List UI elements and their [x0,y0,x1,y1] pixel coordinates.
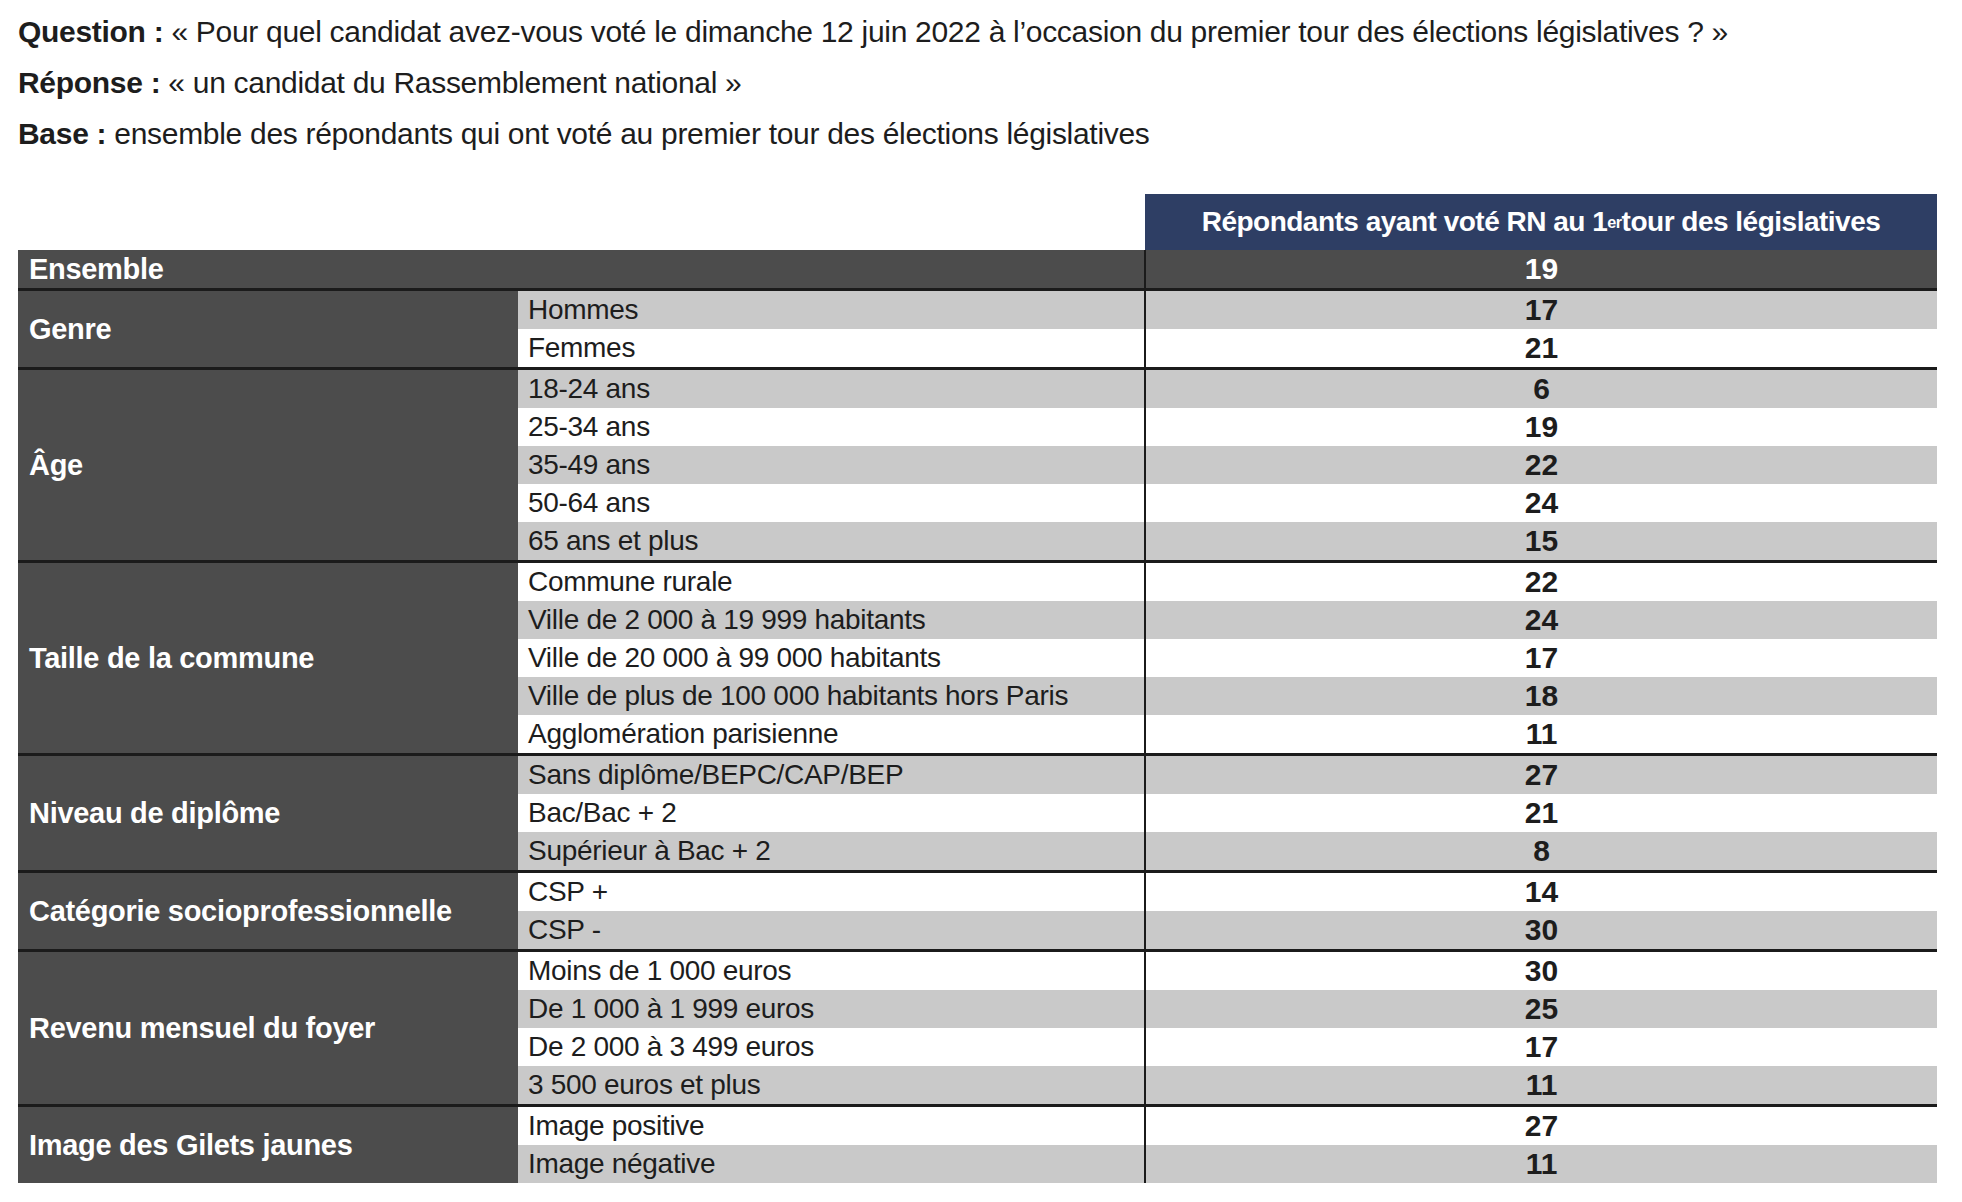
subcategory-cell: 65 ans et plus [518,522,1145,562]
value-cell: 15 [1145,522,1937,562]
subcategory-cell: Sans diplôme/BEPC/CAP/BEP [518,755,1145,795]
value-header-text-pre: Répondants ayant voté RN au 1 [1202,206,1608,238]
value-cell: 11 [1145,1066,1937,1106]
value-cell: 25 [1145,990,1937,1028]
category-cell: Niveau de diplôme [18,755,518,872]
question-line: Question : « Pour quel candidat avez-vou… [18,6,1962,57]
table-header-band: Répondants ayant voté RN au 1er tour des… [18,194,1962,250]
value-cell: 27 [1145,1106,1937,1146]
subcategory-cell: 50-64 ans [518,484,1145,522]
subcategory-cell: 18-24 ans [518,369,1145,409]
value-cell: 11 [1145,1145,1937,1183]
category-cell: Taille de la commune [18,562,518,755]
table-row: Niveau de diplômeSans diplôme/BEPC/CAP/B… [18,755,1937,795]
table-row: GenreHommes17 [18,290,1937,330]
subcategory-cell: Hommes [518,290,1145,330]
value-cell: 17 [1145,639,1937,677]
category-cell: Revenu mensuel du foyer [18,951,518,1106]
subcategory-cell: 3 500 euros et plus [518,1066,1145,1106]
table-row: Image des Gilets jaunesImage positive27 [18,1106,1937,1146]
subcategory-cell: 35-49 ans [518,446,1145,484]
category-cell: Genre [18,290,518,369]
value-header-text-post: tour des législatives [1622,206,1881,238]
value-cell: 30 [1145,911,1937,951]
base-text: ensemble des répondants qui ont voté au … [106,117,1149,150]
subcategory-cell: CSP + [518,872,1145,912]
value-cell: 8 [1145,832,1937,872]
subcategory-cell: CSP - [518,911,1145,951]
value-cell: 11 [1145,715,1937,755]
reponse-label: Réponse : [18,66,160,99]
header-spacer [18,194,1145,250]
subcategory-cell: Image positive [518,1106,1145,1146]
subcategory-cell: De 1 000 à 1 999 euros [518,990,1145,1028]
category-cell: Catégorie socioprofessionnelle [18,872,518,951]
reponse-line: Réponse : « un candidat du Rassemblement… [18,57,1962,108]
value-cell: 21 [1145,329,1937,369]
value-cell: 24 [1145,601,1937,639]
category-cell: Image des Gilets jaunes [18,1106,518,1184]
survey-results-table: Ensemble19GenreHommes17Femmes21Âge18-24 … [18,250,1937,1183]
value-cell: 18 [1145,677,1937,715]
value-cell: 6 [1145,369,1937,409]
value-cell: 19 [1145,408,1937,446]
reponse-text: « un candidat du Rassemblement national … [160,66,741,99]
value-cell: 14 [1145,872,1937,912]
value-cell: 30 [1145,951,1937,991]
ensemble-value: 19 [1145,250,1937,290]
base-label: Base : [18,117,106,150]
intro-block: Question : « Pour quel candidat avez-vou… [0,0,1962,159]
subcategory-cell: Ville de plus de 100 000 habitants hors … [518,677,1145,715]
subcategory-cell: Moins de 1 000 euros [518,951,1145,991]
table-row: Taille de la communeCommune rurale22 [18,562,1937,602]
subcategory-cell: Commune rurale [518,562,1145,602]
subcategory-cell: Ville de 2 000 à 19 999 habitants [518,601,1145,639]
question-text: « Pour quel candidat avez-vous voté le d… [163,15,1728,48]
survey-report-page: Question : « Pour quel candidat avez-vou… [0,0,1962,1202]
subcategory-cell: Bac/Bac + 2 [518,794,1145,832]
ensemble-row: Ensemble19 [18,250,1937,290]
subcategory-cell: Ville de 20 000 à 99 000 habitants [518,639,1145,677]
value-cell: 21 [1145,794,1937,832]
ensemble-label: Ensemble [18,250,1145,290]
value-column-header: Répondants ayant voté RN au 1er tour des… [1145,194,1937,250]
value-cell: 24 [1145,484,1937,522]
value-cell: 22 [1145,562,1937,602]
subcategory-cell: 25-34 ans [518,408,1145,446]
subcategory-cell: Femmes [518,329,1145,369]
subcategory-cell: Agglomération parisienne [518,715,1145,755]
table-row: Catégorie socioprofessionnelleCSP +14 [18,872,1937,912]
value-cell: 27 [1145,755,1937,795]
value-cell: 17 [1145,1028,1937,1066]
subcategory-cell: De 2 000 à 3 499 euros [518,1028,1145,1066]
question-label: Question : [18,15,163,48]
category-cell: Âge [18,369,518,562]
base-line: Base : ensemble des répondants qui ont v… [18,108,1962,159]
value-cell: 17 [1145,290,1937,330]
subcategory-cell: Supérieur à Bac + 2 [518,832,1145,872]
value-cell: 22 [1145,446,1937,484]
table-row: Âge18-24 ans6 [18,369,1937,409]
table-row: Revenu mensuel du foyerMoins de 1 000 eu… [18,951,1937,991]
subcategory-cell: Image négative [518,1145,1145,1183]
